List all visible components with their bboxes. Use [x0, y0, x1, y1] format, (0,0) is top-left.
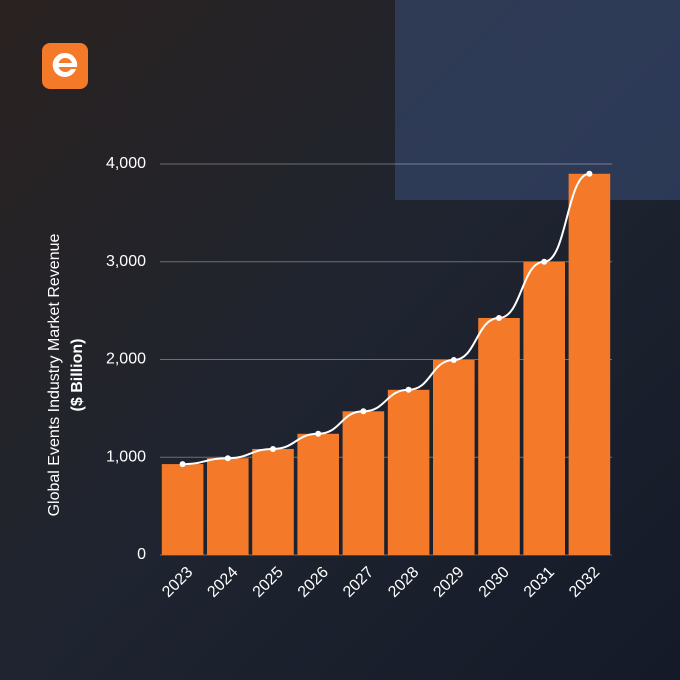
y-tick-label: 2,000 [106, 351, 146, 368]
bar [297, 433, 339, 555]
trend-point [270, 445, 276, 452]
bar [478, 317, 520, 555]
bar [342, 411, 385, 555]
trend-point [224, 455, 231, 462]
y-tick-label: 0 [137, 546, 146, 563]
screen-backdrop [395, 0, 680, 200]
trend-point [541, 258, 548, 265]
logo [42, 43, 88, 89]
bar [161, 464, 204, 555]
trend-point [496, 314, 502, 321]
y-tick-label: 4,000 [106, 155, 146, 172]
bar [387, 389, 430, 555]
trend-point [586, 170, 593, 177]
bar [433, 359, 475, 555]
y-tick-label: 1,000 [106, 448, 146, 465]
bar [207, 458, 249, 555]
y-axis-unit: ($ Billion) [69, 339, 86, 412]
trend-point [405, 386, 412, 393]
bar [252, 448, 294, 555]
bar [568, 173, 611, 555]
trend-point [179, 461, 186, 468]
bar [523, 261, 565, 555]
trend-point [450, 356, 457, 363]
y-tick-label: 3,000 [106, 253, 146, 270]
y-axis-label: Global Events Industry Market Revenue [46, 234, 63, 517]
trend-point [315, 430, 322, 437]
trend-point [360, 408, 367, 415]
